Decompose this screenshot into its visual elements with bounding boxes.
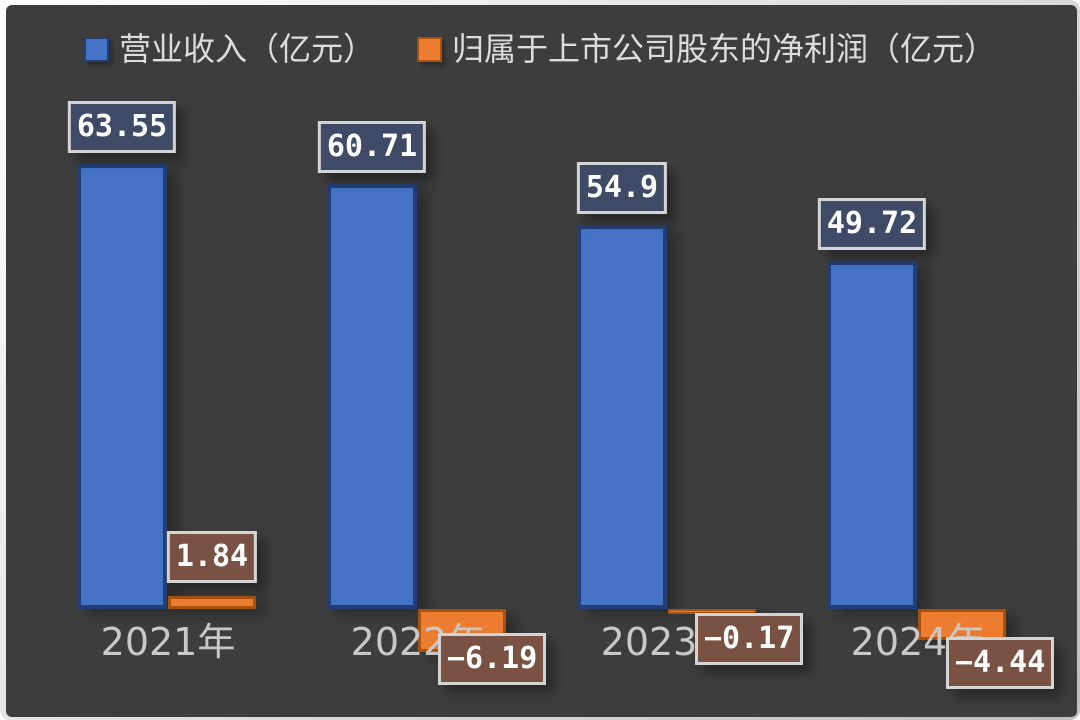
profit-legend-swatch-icon — [417, 36, 442, 62]
x-axis-label: 2021年 — [100, 620, 236, 664]
profit-value-label: −4.44 — [946, 637, 1055, 689]
profit-value-label: −6.19 — [438, 633, 547, 685]
legend-label-revenue: 营业收入（亿元） — [118, 30, 375, 68]
revenue-bar — [327, 184, 417, 609]
revenue-bar — [577, 225, 667, 609]
revenue-value-label: 63.55 — [67, 101, 177, 153]
revenue-bar — [827, 261, 917, 609]
profit-bar — [168, 596, 256, 609]
profit-value-label: 1.84 — [166, 531, 258, 583]
revenue-legend-swatch-icon — [83, 36, 109, 62]
legend-item-profit: 归属于上市公司股东的净利润（亿元） — [417, 30, 996, 68]
legend-label-profit: 归属于上市公司股东的净利润（亿元） — [452, 30, 997, 68]
legend: 营业收入（亿元） 归属于上市公司股东的净利润（亿元） — [0, 30, 1080, 68]
profit-value-label: −0.17 — [695, 613, 804, 665]
revenue-bar — [77, 164, 167, 609]
legend-item-revenue: 营业收入（亿元） — [83, 30, 375, 68]
revenue-value-label: 60.71 — [317, 121, 427, 173]
revenue-value-label: 54.9 — [576, 162, 668, 214]
revenue-value-label: 49.72 — [817, 198, 927, 250]
